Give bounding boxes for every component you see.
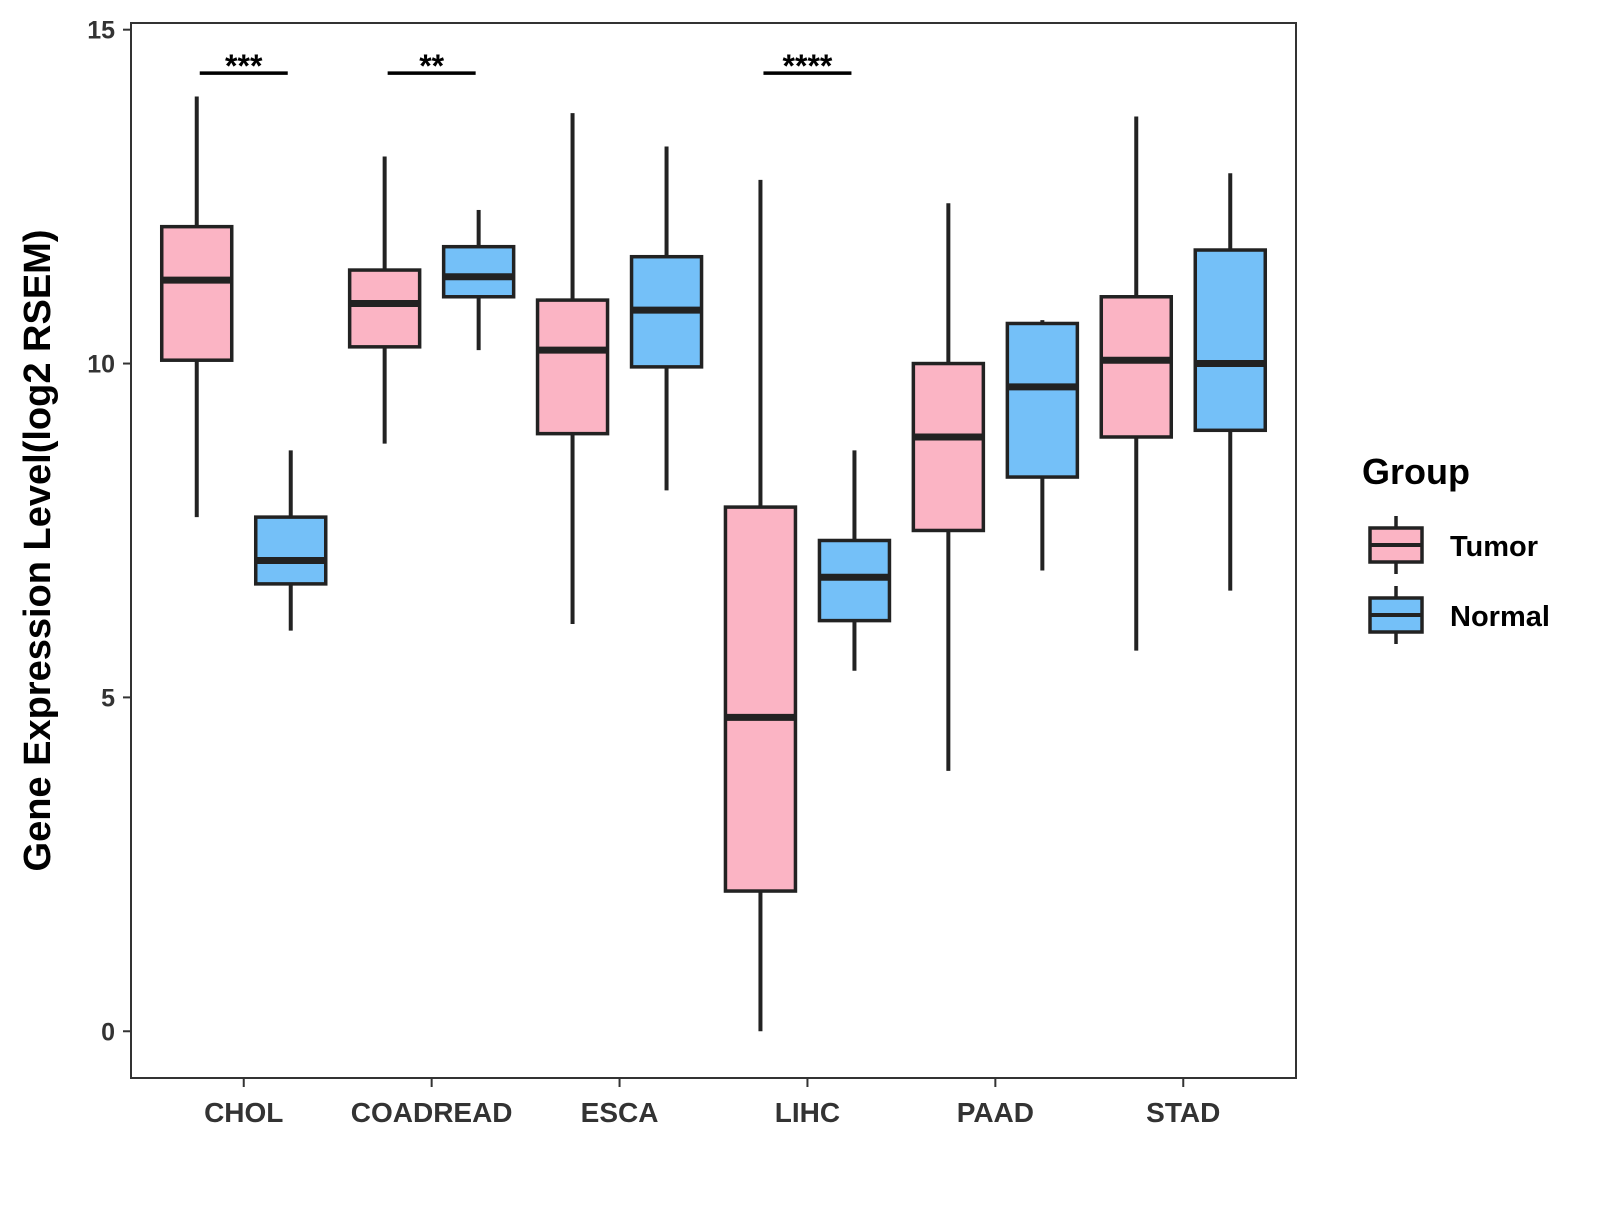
x-tick-label-paad: PAAD: [957, 1097, 1034, 1128]
box-tumor-coadread: [347, 156, 422, 444]
box-body-tumor-stad: [1099, 295, 1174, 439]
y-tick-label-15: 15: [87, 17, 115, 45]
x-tick-label-esca: ESCA: [581, 1097, 659, 1128]
box-normal-esca: [629, 146, 704, 491]
box-body-tumor-chol: [159, 224, 234, 362]
box-body-normal-coadread: [441, 244, 516, 299]
x-tick-label-lihc: LIHC: [775, 1097, 840, 1128]
box-body-tumor-coadread: [347, 268, 422, 349]
x-tick-label-coadread: COADREAD: [351, 1097, 513, 1128]
y-axis-title: Gene Expression Level(log2 RSEM): [17, 230, 59, 872]
legend-label-normal: Normal: [1450, 601, 1550, 633]
significance-label-chol: ***: [225, 48, 263, 84]
y-tick-label-10: 10: [87, 351, 115, 379]
box-normal-paad: [1005, 320, 1080, 571]
box-body-normal-paad: [1005, 321, 1080, 479]
box-body-normal-stad: [1193, 248, 1268, 433]
legend-item-tumor: Tumor: [1368, 516, 1538, 574]
y-tick-label-0: 0: [101, 1018, 115, 1046]
significance-label-coadread: **: [419, 48, 444, 84]
box-normal-lihc: [817, 450, 892, 671]
box-tumor-chol: [159, 96, 234, 518]
x-tick-label-stad: STAD: [1146, 1097, 1220, 1128]
significance-label-lihc: ****: [783, 48, 833, 84]
box-body-tumor-paad: [911, 361, 986, 533]
y-tick-label-5: 5: [101, 684, 115, 712]
x-tick-label-chol: CHOL: [204, 1097, 283, 1128]
box-tumor-paad: [911, 203, 986, 771]
legend-title: Group: [1362, 451, 1470, 492]
box-body-normal-chol: [253, 515, 328, 586]
box-normal-chol: [253, 450, 328, 631]
box-tumor-esca: [535, 113, 610, 624]
box-normal-coadread: [441, 209, 516, 351]
box-tumor-lihc: [723, 179, 798, 1032]
legend-item-normal: Normal: [1368, 586, 1550, 644]
box-body-tumor-esca: [535, 298, 610, 436]
legend-label-tumor: Tumor: [1450, 531, 1538, 563]
box-body-tumor-lihc: [723, 505, 798, 893]
box-normal-stad: [1193, 173, 1268, 591]
box-tumor-stad: [1099, 116, 1174, 651]
plot-panel-border: [130, 22, 1297, 1079]
